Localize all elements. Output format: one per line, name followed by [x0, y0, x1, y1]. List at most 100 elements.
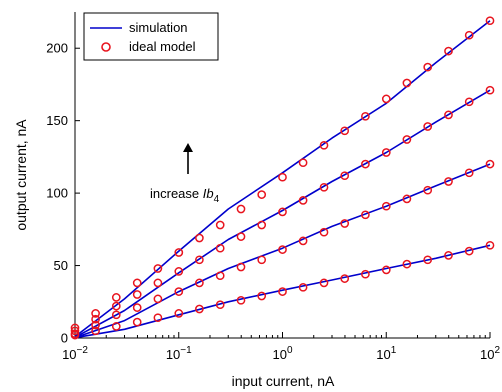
- ideal-model-point: [444, 177, 453, 186]
- ideal-model-point: [195, 233, 204, 243]
- ideal-model-point: [298, 196, 308, 205]
- ideal-model-point: [444, 46, 453, 56]
- ideal-model-point: [423, 122, 433, 131]
- legend-circle-swatch: [101, 42, 111, 52]
- annotation-label-symbol: I: [203, 186, 207, 201]
- ideal-model-point: [111, 310, 121, 320]
- ideal-model-point: [402, 194, 412, 204]
- ideal-model-point: [91, 320, 100, 330]
- ideal-model-point: [402, 135, 412, 144]
- ideal-model-point: [423, 62, 433, 72]
- y-tick-label: 150: [46, 113, 68, 128]
- ideal-model-point: [195, 278, 204, 288]
- ideal-model-point: [153, 294, 163, 304]
- ideal-model-point: [195, 255, 204, 265]
- ideal-model-point: [91, 309, 100, 318]
- legend-label-ideal-model: ideal model: [129, 39, 196, 54]
- y-tick-label: 200: [46, 41, 68, 56]
- ideal-model-point: [153, 264, 163, 273]
- annotation: increase Ib4: [150, 143, 220, 205]
- ideal-model-point: [70, 326, 80, 336]
- ideal-model-point: [340, 171, 350, 181]
- ideal-model-point: [485, 159, 495, 169]
- ideal-model-point: [91, 326, 100, 336]
- ideal-model-point: [215, 300, 225, 310]
- ideal-model-point: [132, 278, 142, 288]
- annotation-arrow-head: [183, 143, 193, 152]
- ideal-model-point: [319, 278, 329, 288]
- ideal-model-point: [361, 159, 370, 169]
- ideal-model-point: [153, 313, 163, 323]
- y-tick-label: 0: [61, 331, 68, 346]
- annotation-label: increase Ib4: [150, 186, 220, 205]
- ideal-model-point: [111, 293, 121, 302]
- ideal-model-point: [298, 236, 308, 246]
- simulation-line-3: [74, 163, 491, 339]
- ideal-model-point: [340, 219, 350, 228]
- ideal-model-point: [215, 220, 225, 230]
- x-axis-label: input current, nA: [232, 373, 335, 389]
- simulation-line-4: [74, 244, 491, 339]
- ideal-model-point: [236, 262, 246, 272]
- ideal-model-point: [381, 94, 391, 104]
- ideal-model-point: [361, 269, 370, 279]
- ideal-model-point: [381, 201, 391, 211]
- ideal-model-point: [174, 248, 184, 257]
- legend-box: [83, 12, 219, 61]
- annotation-label-sub-4: 4: [214, 194, 220, 205]
- ideal-model-point: [298, 158, 308, 168]
- y-axis-label: output current, nA: [13, 119, 29, 231]
- legend-label-simulation: simulation: [129, 20, 188, 35]
- ideal-model-point: [464, 97, 474, 107]
- x-tick-label: 102: [480, 345, 500, 362]
- ideal-model-point: [111, 301, 121, 311]
- ideal-model-point: [215, 271, 225, 281]
- ideal-model-point: [423, 185, 433, 195]
- ideal-model-point: [257, 291, 267, 301]
- ideal-model-point: [236, 204, 246, 214]
- annotation-label-text: increase: [150, 186, 203, 201]
- ideal-model-point: [402, 78, 412, 88]
- ideal-model-point: [111, 322, 121, 331]
- ideal-model-point: [278, 245, 287, 254]
- y-ticks: 0 50 100 150 200: [46, 41, 80, 346]
- simulation-line-1: [74, 20, 491, 338]
- ideal-model-point: [340, 126, 350, 136]
- legend: simulation ideal model: [83, 12, 219, 61]
- ideal-model-point: [464, 246, 474, 256]
- x-ticks: 10−2 10−1 100 101 102: [62, 332, 500, 362]
- ideal-model-point: [91, 314, 100, 324]
- ideal-model-point: [361, 210, 370, 220]
- annotation-label-sub-b: b: [206, 186, 213, 201]
- ideal-model-point: [423, 255, 433, 265]
- ideal-model-point: [361, 111, 370, 121]
- ideal-model-point: [485, 240, 495, 250]
- ideal-model-point: [298, 282, 308, 292]
- x-tick-label: 10−2: [62, 345, 88, 362]
- ideal-model-point: [153, 278, 163, 288]
- ideal-model-points: [70, 16, 495, 340]
- ideal-model-point: [257, 190, 267, 199]
- simulation-line-2: [74, 89, 491, 339]
- ideal-model-point: [485, 16, 495, 26]
- ideal-model-point: [278, 207, 287, 217]
- ideal-model-point: [132, 317, 142, 327]
- x-tick-label: 100: [272, 345, 292, 362]
- ideal-model-point: [195, 304, 204, 314]
- ideal-model-point: [257, 220, 267, 230]
- ideal-model-point: [70, 330, 80, 340]
- axes: [74, 12, 490, 339]
- ideal-model-point: [174, 267, 184, 276]
- ideal-model-point: [319, 182, 329, 192]
- x-tick-label: 101: [376, 345, 396, 362]
- ideal-model-point: [215, 243, 225, 253]
- ideal-model-point: [444, 110, 453, 120]
- ideal-model-point: [402, 259, 412, 269]
- ideal-model-point: [381, 265, 391, 275]
- ideal-model-point: [236, 232, 246, 241]
- ideal-model-point: [340, 274, 350, 283]
- ideal-model-point: [174, 309, 184, 318]
- ideal-model-point: [444, 251, 453, 260]
- ideal-model-point: [464, 168, 474, 178]
